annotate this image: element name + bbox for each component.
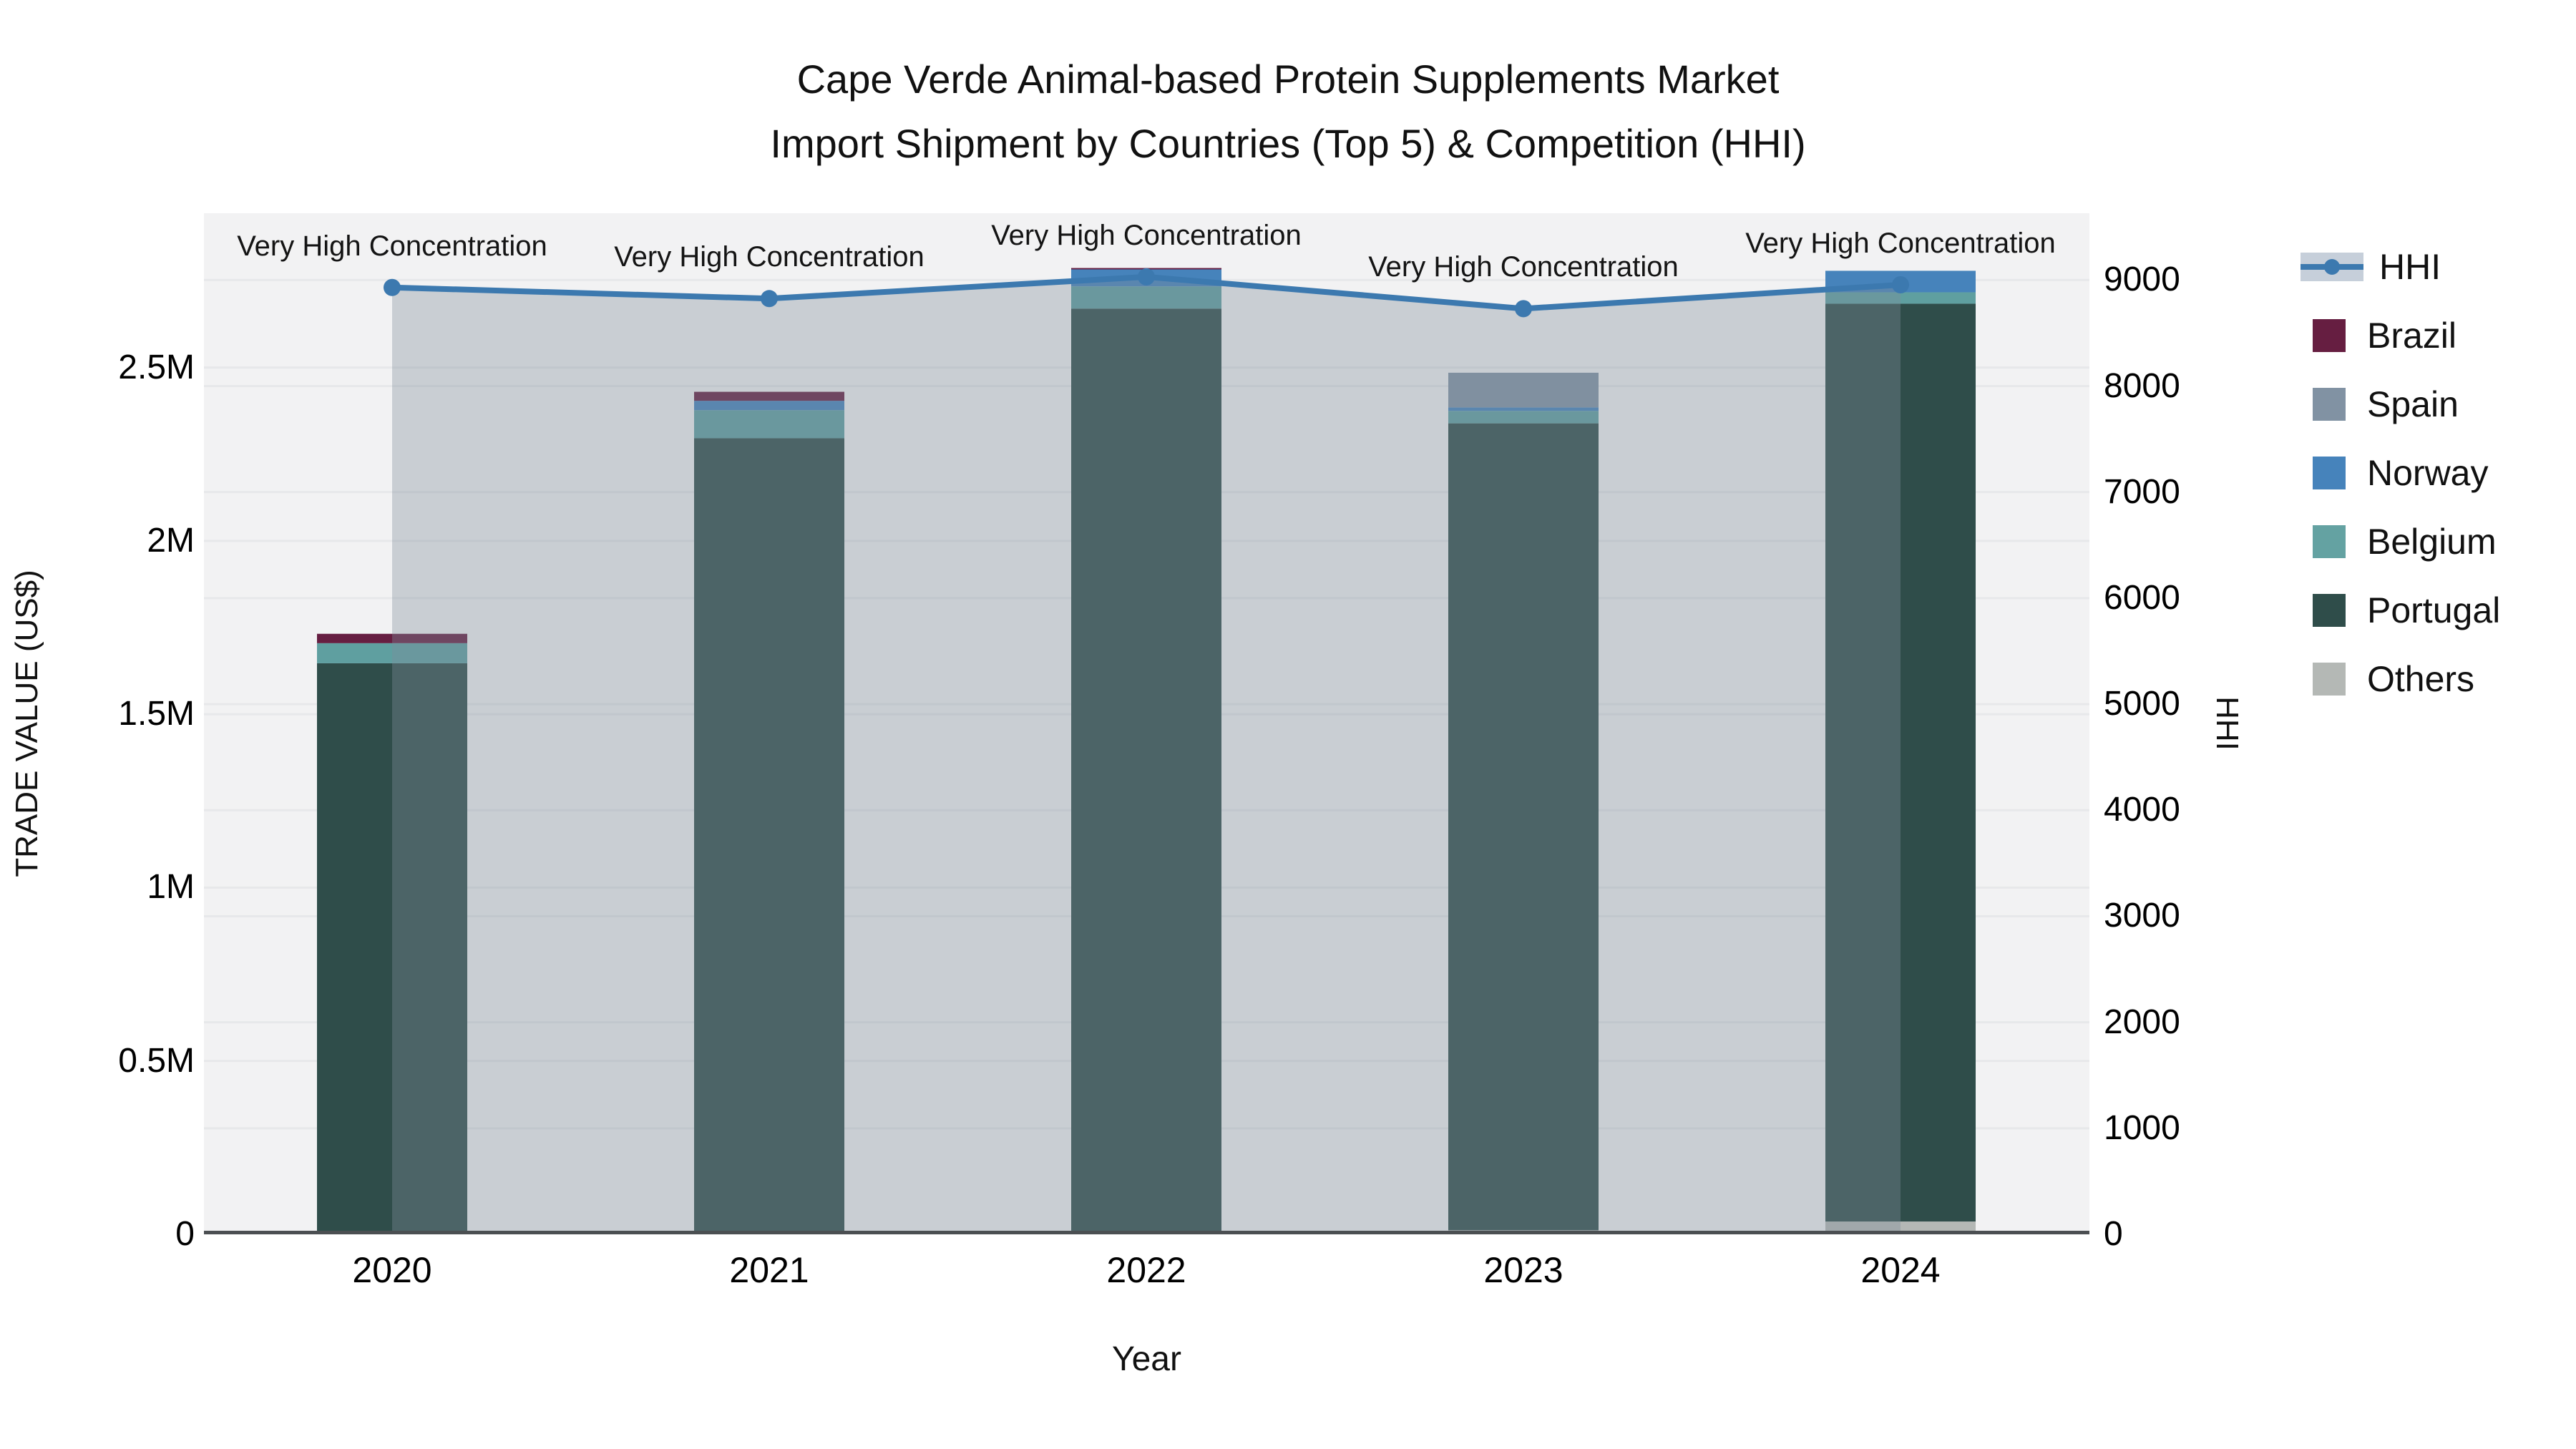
- right-tick-9000: 9000: [2104, 260, 2180, 299]
- hhi-marker-2022: [1138, 268, 1155, 286]
- legend-swatch-norway: [2313, 457, 2346, 489]
- plot-area: Very High Concentration Very High Concent…: [204, 213, 2089, 1234]
- right-tick-2000: 2000: [2104, 1002, 2180, 1041]
- bar-segment-2021-norway: [694, 401, 844, 411]
- bar-segment-2020-portugal: [317, 663, 467, 1234]
- annotation-2022: Very High Concentration: [991, 219, 1302, 251]
- annotation-2021: Very High Concentration: [614, 241, 924, 273]
- hhi-area-fill: [392, 276, 1901, 1234]
- bar-segment-2021-portugal: [694, 438, 844, 1234]
- left-tick-1.5M: 1.5M: [118, 695, 195, 733]
- bar-segment-2022-portugal: [1071, 308, 1221, 1233]
- left-tick-1M: 1M: [147, 868, 195, 907]
- legend-swatch-portugal: [2313, 594, 2346, 627]
- hhi-marker-2023: [1515, 300, 1532, 318]
- right-tick-6000: 6000: [2104, 578, 2180, 617]
- annotation-2024: Very High Concentration: [1745, 228, 2056, 260]
- legend-item-others: Others: [2313, 645, 2500, 713]
- hhi-legend-swatch: [2301, 253, 2363, 281]
- legend-label-norway: Norway: [2367, 453, 2489, 493]
- x-axis-line: [204, 1231, 2089, 1234]
- bar-segment-2023-spain: [1448, 372, 1599, 408]
- hhi-dot-icon: [2324, 259, 2340, 275]
- annotation-2023: Very High Concentration: [1368, 251, 1679, 283]
- hhi-marker-2020: [384, 278, 401, 296]
- hhi-marker-2024: [1892, 276, 1909, 294]
- left-tick-0.5M: 0.5M: [118, 1041, 195, 1080]
- legend-item-portugal: Portugal: [2313, 576, 2500, 645]
- bar-segment-2023-belgium: [1448, 411, 1599, 424]
- x-axis-title: Year: [1112, 1340, 1181, 1378]
- bar-segment-2024-belgium: [1825, 292, 1976, 304]
- plot-canvas: [204, 268, 2089, 1234]
- legend-label-others: Others: [2367, 659, 2475, 699]
- annotation-2020: Very High Concentration: [237, 230, 547, 262]
- bar-segment-2020-belgium: [317, 643, 467, 663]
- bar-segment-2020-brazil: [317, 633, 467, 643]
- x-tick-2020: 2020: [352, 1250, 432, 1290]
- legend-label-portugal: Portugal: [2367, 590, 2501, 630]
- legend-label-hhi: HHI: [2379, 247, 2441, 287]
- bar-segment-2022-belgium: [1071, 286, 1221, 309]
- legend-item-spain: Spain: [2313, 370, 2500, 439]
- legend-item-brazil: Brazil: [2313, 301, 2500, 370]
- x-tick-2023: 2023: [1483, 1250, 1563, 1290]
- x-tick-2021: 2021: [729, 1250, 809, 1290]
- bar-segment-2024-portugal: [1825, 303, 1976, 1222]
- left-tick-2.5M: 2.5M: [118, 348, 195, 386]
- left-tick-0: 0: [175, 1215, 195, 1253]
- right-tick-8000: 8000: [2104, 366, 2180, 405]
- legend-label-spain: Spain: [2367, 384, 2459, 424]
- legend: HHI Brazil Spain Norway Belgium Portugal Other…: [2301, 233, 2500, 713]
- legend-item-norway: Norway: [2313, 439, 2500, 507]
- legend-swatch-belgium: [2313, 525, 2346, 558]
- chart-title-line1: Cape Verde Animal-based Protein Suppleme…: [796, 57, 1780, 102]
- right-tick-3000: 3000: [2104, 897, 2180, 935]
- right-tick-1000: 1000: [2104, 1108, 2180, 1147]
- left-tick-2M: 2M: [147, 521, 195, 560]
- right-axis-title: HHI: [2210, 696, 2245, 751]
- x-tick-2024: 2024: [1860, 1250, 1941, 1290]
- right-tick-4000: 4000: [2104, 791, 2180, 829]
- x-tick-2022: 2022: [1106, 1250, 1186, 1290]
- chart-title-line2: Import Shipment by Countries (Top 5) & C…: [770, 121, 1806, 166]
- bar-segment-2021-brazil: [694, 391, 844, 401]
- legend-swatch-others: [2313, 663, 2346, 696]
- legend-label-brazil: Brazil: [2367, 316, 2457, 356]
- legend-item-belgium: Belgium: [2313, 507, 2500, 576]
- right-tick-7000: 7000: [2104, 472, 2180, 511]
- legend-item-hhi: HHI: [2301, 233, 2500, 301]
- legend-swatch-brazil: [2313, 319, 2346, 352]
- legend-label-belgium: Belgium: [2367, 522, 2497, 562]
- bar-segment-2023-norway: [1448, 407, 1599, 411]
- bar-segment-2021-belgium: [694, 410, 844, 439]
- right-tick-5000: 5000: [2104, 685, 2180, 723]
- legend-swatch-spain: [2313, 388, 2346, 421]
- left-axis-title: TRADE VALUE (US$): [9, 570, 44, 877]
- bar-segment-2023-portugal: [1448, 423, 1599, 1231]
- hhi-marker-2021: [761, 290, 778, 308]
- right-tick-0: 0: [2104, 1215, 2123, 1253]
